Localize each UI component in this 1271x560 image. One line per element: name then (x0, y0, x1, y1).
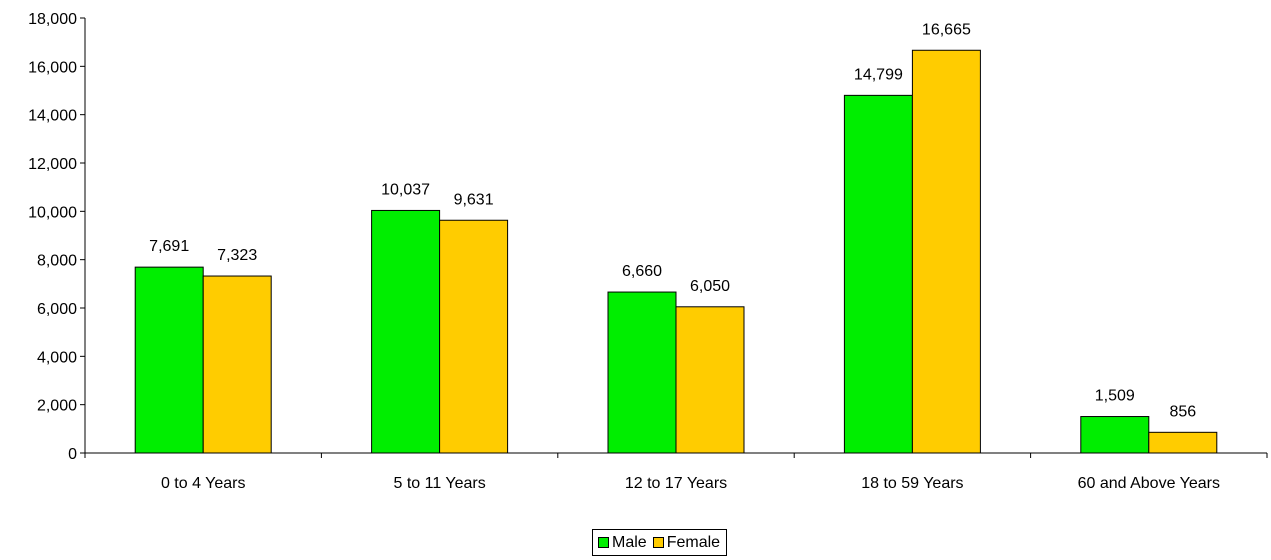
y-tick-label: 4,000 (37, 349, 77, 366)
bar-chart: 0 2,000 4,000 6,000 8,000 10,000 12,000 14,000 1… (28, 11, 1268, 492)
data-label-male: 14,799 (854, 66, 903, 83)
y-tick-label: 0 (68, 446, 77, 463)
data-label-female: 16,665 (922, 21, 971, 38)
legend: Male Female (592, 529, 728, 556)
legend-swatch-male (598, 537, 609, 548)
x-tick-label: 0 to 4 Years (161, 475, 246, 492)
y-tick-label: 12,000 (28, 156, 77, 173)
y-tick-label: 2,000 (37, 398, 77, 415)
bar-female (911, 49, 981, 454)
data-label-male: 7,691 (149, 238, 189, 255)
x-tick-label: 5 to 11 Years (393, 475, 485, 492)
data-label-male: 1,509 (1095, 388, 1135, 405)
bars (134, 49, 1218, 454)
data-labels: 7,691 7,323 10,037 9,631 6,660 6,050 14,799 16,… (149, 21, 1196, 420)
bar-male (843, 94, 913, 454)
y-tick-label: 8,000 (37, 253, 77, 270)
data-label-male: 10,037 (381, 181, 430, 198)
y-tick-label: 6,000 (37, 301, 77, 318)
y-axis: 0 2,000 4,000 6,000 8,000 10,000 12,000 14,000 1… (28, 11, 86, 463)
bar-female (1148, 431, 1218, 454)
data-label-female: 9,631 (454, 191, 494, 208)
x-axis: 0 to 4 Years 5 to 11 Years 12 to 17 Years 1… (84, 452, 1268, 492)
data-label-male: 6,660 (622, 263, 662, 280)
bar-male (371, 209, 441, 454)
x-tick-label: 18 to 59 Years (861, 475, 963, 492)
bar-male (134, 266, 204, 454)
legend-item-female: Female (652, 533, 721, 552)
legend-item-male: Male (598, 534, 647, 552)
x-tick-label: 12 to 17 Years (625, 475, 727, 492)
data-label-female: 7,323 (217, 247, 257, 264)
y-tick-label: 18,000 (28, 11, 77, 28)
bar-female (439, 219, 509, 454)
x-tick-label: 60 and Above Years (1078, 475, 1220, 492)
y-tick-label: 16,000 (28, 59, 77, 76)
legend-swatch-female (652, 537, 664, 548)
legend-label-male: Male (612, 533, 647, 551)
y-tick-label: 10,000 (28, 204, 77, 221)
bar-female (202, 275, 272, 454)
bar-male (607, 291, 677, 454)
legend-label-female: Female (666, 533, 721, 551)
data-label-female: 6,050 (690, 278, 730, 295)
bar-male (1080, 416, 1150, 454)
y-tick-label: 14,000 (28, 108, 77, 125)
data-label-female: 856 (1169, 403, 1196, 420)
bar-female (675, 306, 745, 454)
